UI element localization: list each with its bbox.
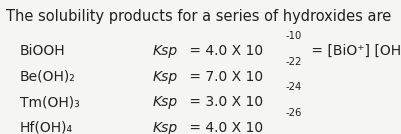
Text: Ksp: Ksp	[152, 70, 178, 84]
Text: = 4.0 X 10: = 4.0 X 10	[185, 44, 263, 58]
Text: = 7.0 X 10: = 7.0 X 10	[185, 70, 263, 84]
Text: Ksp: Ksp	[152, 95, 178, 109]
Text: Hf(OH)₄: Hf(OH)₄	[20, 121, 73, 134]
Text: -24: -24	[285, 82, 302, 92]
Text: BiOOH: BiOOH	[20, 44, 65, 58]
Text: -26: -26	[285, 108, 302, 118]
Text: The solubility products for a series of hydroxides are: The solubility products for a series of …	[6, 9, 390, 24]
Text: Ksp: Ksp	[152, 121, 178, 134]
Text: Tm(OH)₃: Tm(OH)₃	[20, 95, 80, 109]
Text: -10: -10	[285, 31, 302, 41]
Text: Ksp: Ksp	[152, 44, 178, 58]
Text: = [BiO⁺] [OH⁻]: = [BiO⁺] [OH⁻]	[306, 44, 401, 58]
Text: -22: -22	[285, 57, 302, 67]
Text: = 3.0 X 10: = 3.0 X 10	[185, 95, 263, 109]
Text: = 4.0 X 10: = 4.0 X 10	[185, 121, 263, 134]
Text: Be(OH)₂: Be(OH)₂	[20, 70, 76, 84]
